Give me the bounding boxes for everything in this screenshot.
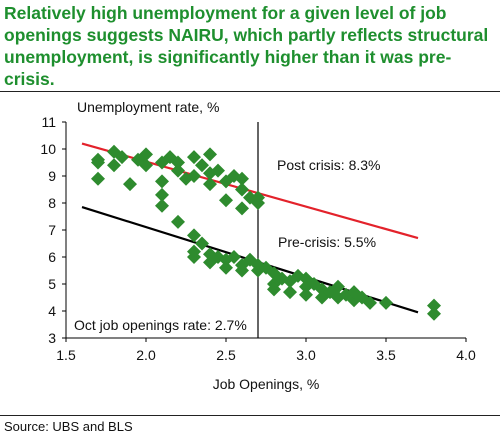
data-point-diamond [427, 306, 441, 321]
data-point-diamond [139, 147, 153, 162]
data-point-diamond [91, 155, 105, 170]
data-point-diamond [235, 201, 249, 216]
data-point-diamond [187, 250, 201, 264]
data-point-diamond [379, 295, 393, 310]
y-tick-label: 4 [48, 303, 56, 319]
data-point-diamond [427, 298, 441, 313]
data-point-diamond [171, 155, 185, 170]
data-point-diamond [251, 190, 265, 205]
data-point-diamond [155, 198, 169, 213]
source-note: Source: UBS and BLS [4, 419, 133, 434]
data-point-diamond [155, 174, 169, 189]
scatter-chart: 3 4 5 6 7 8 9 10 11 1.5 2.0 2.5 3.0 3.5 4.0 Unemployme… [40, 99, 476, 392]
data-point-diamond [187, 150, 201, 165]
data-point-diamond [123, 177, 137, 192]
data-point-diamond [219, 174, 233, 189]
data-point-diamond [267, 282, 281, 297]
pre-crisis-annotation: Pre-crisis: 5.5% [278, 234, 376, 250]
data-point-diamond [195, 236, 209, 251]
chart-title: Relatively high unemployment for a given… [4, 3, 489, 89]
x-tick-label: 2.0 [136, 347, 156, 363]
data-point-diamond [243, 252, 257, 267]
x-tick-label: 4.0 [456, 347, 476, 363]
data-point-diamond [227, 250, 241, 264]
y-tick-label: 3 [48, 330, 56, 346]
data-point-diamond [243, 190, 257, 205]
y-tick-label: 9 [48, 168, 56, 184]
data-point-diamond [283, 285, 297, 300]
oct-job-openings-annotation: Oct job openings rate: 2.7% [74, 317, 247, 333]
data-point-diamond [107, 158, 121, 173]
data-point-diamond [219, 260, 233, 275]
x-tick-label: 1.5 [56, 347, 76, 363]
data-point-diamond [219, 193, 233, 208]
top-rule [0, 91, 500, 92]
data-point-diamond [155, 187, 169, 202]
data-point-diamond [203, 147, 217, 162]
data-point-diamond [363, 295, 377, 310]
data-point-diamond [299, 287, 313, 302]
data-point-diamond [267, 266, 281, 281]
bottom-rule [0, 415, 500, 416]
y-tick-label: 5 [48, 276, 56, 292]
data-point-diamond [331, 279, 345, 294]
y-axis-label: Unemployment rate, % [77, 99, 219, 115]
y-tick-label: 8 [48, 195, 56, 211]
post-crisis-annotation: Post crisis: 8.3% [277, 157, 380, 173]
data-point-diamond [203, 177, 217, 192]
y-tick-label: 7 [48, 222, 56, 238]
data-point-diamond [171, 163, 185, 178]
x-tick-label: 3.0 [296, 347, 316, 363]
data-point-diamond [139, 158, 153, 173]
x-axis-label: Job Openings, % [213, 376, 320, 392]
data-point-diamond [235, 182, 249, 197]
y-tick-label: 11 [41, 114, 56, 130]
data-point-diamond [187, 169, 201, 183]
data-point-diamond [115, 150, 129, 165]
x-tick-label: 3.5 [376, 347, 396, 363]
data-point-diamond [235, 171, 249, 186]
x-tick-label: 2.5 [216, 347, 236, 363]
y-tick-label: 10 [40, 141, 56, 157]
data-point-diamond [195, 158, 209, 173]
data-point-diamond [235, 263, 249, 278]
data-point-diamond [187, 228, 201, 243]
data-point-diamond [211, 163, 225, 178]
data-point-diamond [91, 171, 105, 186]
y-tick-label: 6 [48, 249, 56, 265]
data-point-diamond [283, 274, 297, 289]
data-point-diamond [163, 150, 177, 165]
data-point-diamond [171, 214, 185, 229]
